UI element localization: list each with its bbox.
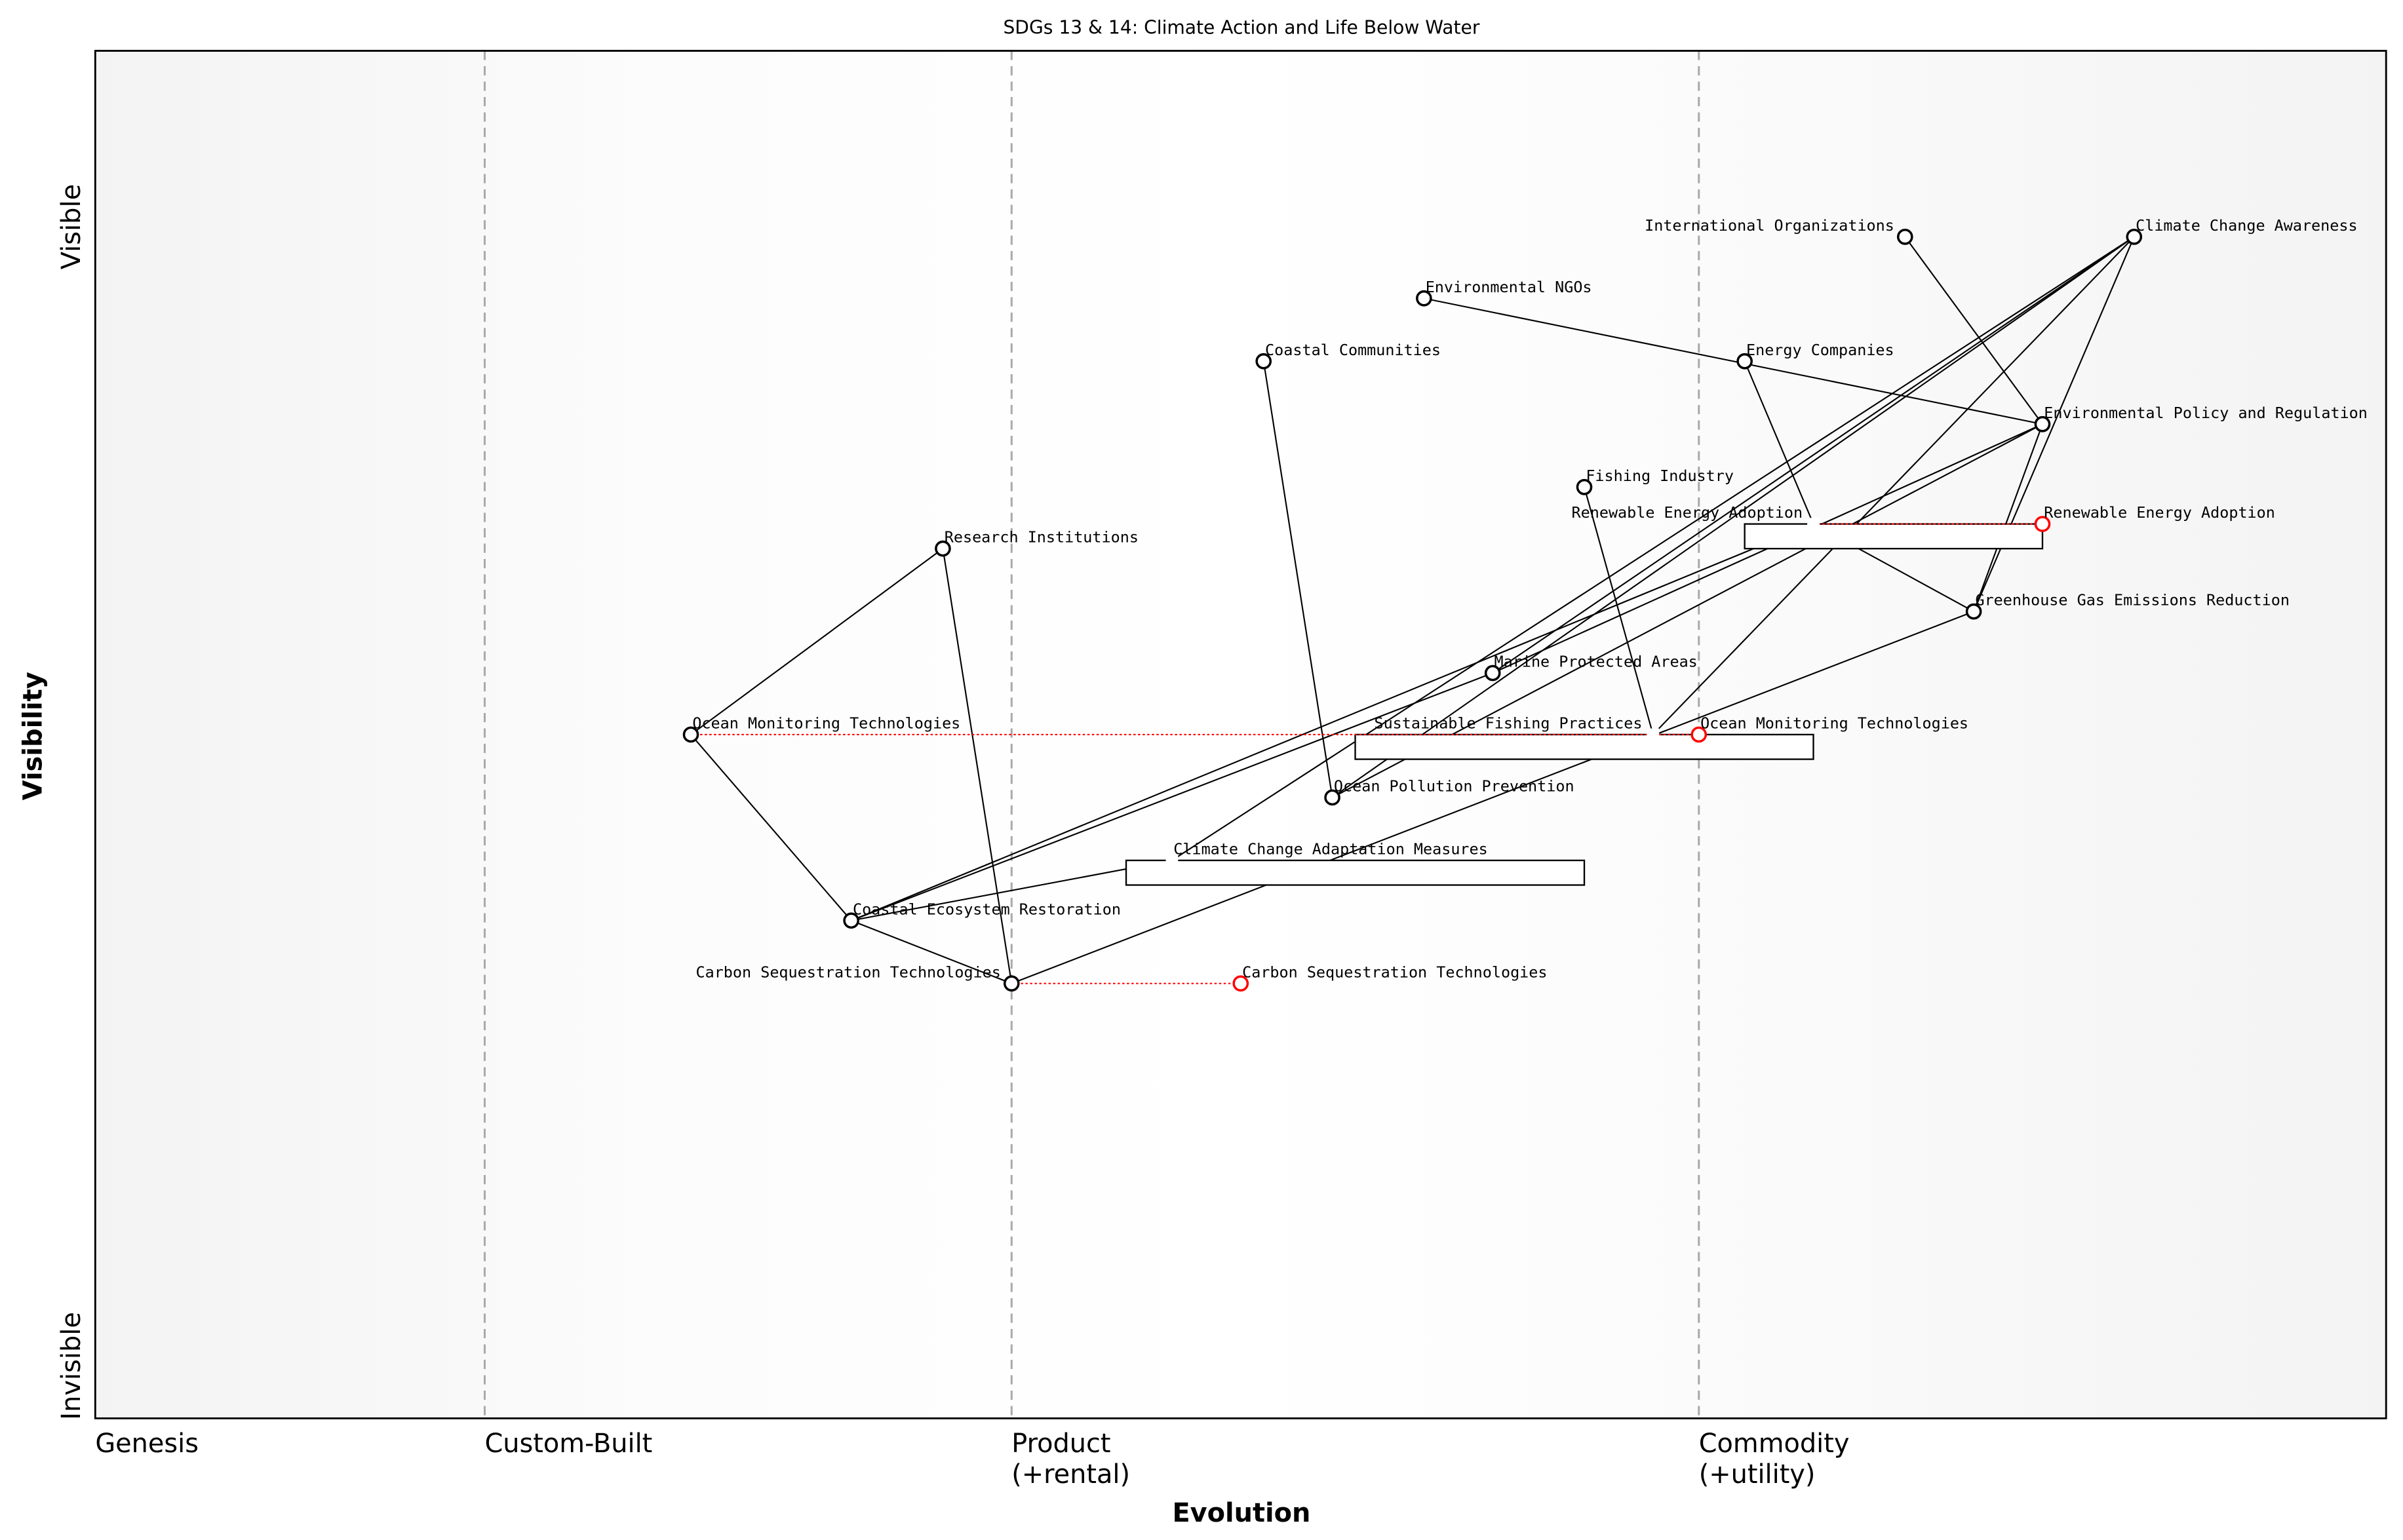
node-cca[interactable] [2126,229,2143,245]
link-opp-cca [1331,236,2135,798]
stage-label: Custom-Built [484,1429,652,1459]
node-cc[interactable] [1255,353,1272,370]
node-label: Ocean Monitoring Technologies [692,714,960,733]
node-opp[interactable] [1324,789,1340,806]
node-label: Research Institutions [945,528,1139,547]
link-epr-ghg [1973,423,2043,612]
link-ngo-epr [1424,298,2043,425]
link-sfp-cca [1652,236,2135,735]
stage-label: Commodity (+utility) [1699,1429,1850,1490]
node-label: International Organizations [1645,216,1894,235]
pipeline-rea [1744,523,2044,550]
node-fi[interactable] [1576,478,1593,495]
node-label: Energy Companies [1746,341,1894,359]
link-omt-cer [690,734,852,921]
evolved-node[interactable] [1232,975,1249,992]
node-ri[interactable] [935,540,951,557]
node-mpa[interactable] [1484,664,1501,682]
link-cer-mpa [851,672,1493,921]
link-ri-cst [942,548,1013,984]
evolved-label: Renewable Energy Adoption [2044,503,2275,522]
node-ngo[interactable] [1416,290,1432,307]
node-epr[interactable] [2034,415,2051,433]
link-ccam-cca [1171,236,2135,861]
node-label: Renewable Energy Adoption [1572,503,1803,522]
y-axis-title: Visibility [18,672,48,800]
link-cer-rea [851,523,1814,921]
evolved-label: Carbon Sequestration Technologies [1242,963,1547,981]
link-fi-sfp [1583,486,1654,735]
link-cc-opp [1262,361,1333,798]
link-ri-omt [690,548,944,735]
node-ec[interactable] [1736,353,1753,370]
y-bottom-label: Invisible [56,1312,87,1420]
node-label: Coastal Communities [1265,341,1441,359]
link-mpa-cca [1492,236,2135,674]
node-cer[interactable] [843,912,859,929]
evolved-node[interactable] [2034,516,2051,532]
evolved-node[interactable] [1690,726,1708,743]
y-top-label: Visible [56,184,87,269]
plot-frame [94,50,2387,1419]
node-label: Carbon Sequestration Technologies [696,963,1001,981]
node-omt[interactable] [682,726,699,743]
link-cst-ghg [1011,611,1974,984]
node-label: Fishing Industry [1586,467,1734,485]
x-axis-title: Evolution [1172,1498,1310,1528]
stage-label: Product (+rental) [1011,1429,1130,1490]
node-io[interactable] [1896,229,1913,245]
node-label: Environmental Policy and Regulation [2044,404,2368,422]
node-sfp[interactable] [1647,728,1660,747]
node-label: Environmental NGOs [1426,278,1592,296]
node-label: Climate Change Awareness [2136,216,2357,235]
link-cer-ccam [851,859,1173,921]
node-ccam[interactable] [1165,854,1179,873]
node-ghg[interactable] [1965,603,1982,620]
node-label: Climate Change Adaptation Measures [1173,840,1487,858]
link-cer-cst [851,919,1012,984]
pipeline-ccam [1125,859,1586,886]
map-title: SDGs 13 & 14: Climate Action and Life Be… [1003,17,1479,39]
link-ec-rea [1744,360,1814,524]
node-label: Greenhouse Gas Emissions Reduction [1975,591,2289,609]
evolved-label: Ocean Monitoring Technologies [1700,714,1968,733]
node-rea[interactable] [1807,518,1820,537]
stage-label: Genesis [95,1429,199,1459]
node-label: Sustainable Fishing Practices [1374,714,1642,733]
link-io-epr [1904,236,2043,425]
pipeline-sfp [1354,733,1814,760]
node-label: Ocean Pollution Prevention [1334,777,1574,796]
node-label: Marine Protected Areas [1495,653,1698,671]
node-label: Coastal Ecosystem Restoration [853,900,1121,918]
node-cst[interactable] [1003,975,1020,992]
